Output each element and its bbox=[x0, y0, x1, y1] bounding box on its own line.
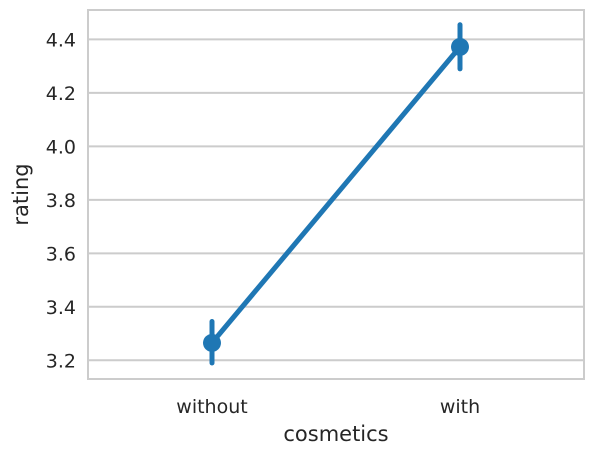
y-axis-label: rating bbox=[9, 163, 33, 225]
y-tick-label: 4.2 bbox=[46, 83, 76, 105]
y-tick-label: 4.0 bbox=[46, 136, 76, 158]
plot-frame bbox=[87, 9, 585, 380]
x-tick-label: without bbox=[176, 396, 247, 418]
data-point bbox=[451, 37, 469, 56]
y-tick-label: 3.2 bbox=[46, 350, 76, 372]
x-tick-label: with bbox=[440, 396, 480, 418]
x-axis-ticks: without with bbox=[176, 396, 480, 418]
y-axis-ticks: 3.2 3.4 3.6 3.8 4.0 4.2 4.4 bbox=[46, 29, 76, 372]
data-point bbox=[203, 333, 221, 352]
y-tick-label: 3.8 bbox=[46, 190, 76, 212]
y-tick-label: 4.4 bbox=[46, 29, 76, 51]
grid-lines bbox=[88, 38, 584, 362]
series-group bbox=[203, 22, 469, 366]
series-line bbox=[209, 44, 463, 346]
y-tick-label: 3.4 bbox=[46, 297, 76, 319]
x-axis-label: cosmetics bbox=[283, 422, 388, 446]
y-tick-label: 3.6 bbox=[46, 243, 76, 265]
